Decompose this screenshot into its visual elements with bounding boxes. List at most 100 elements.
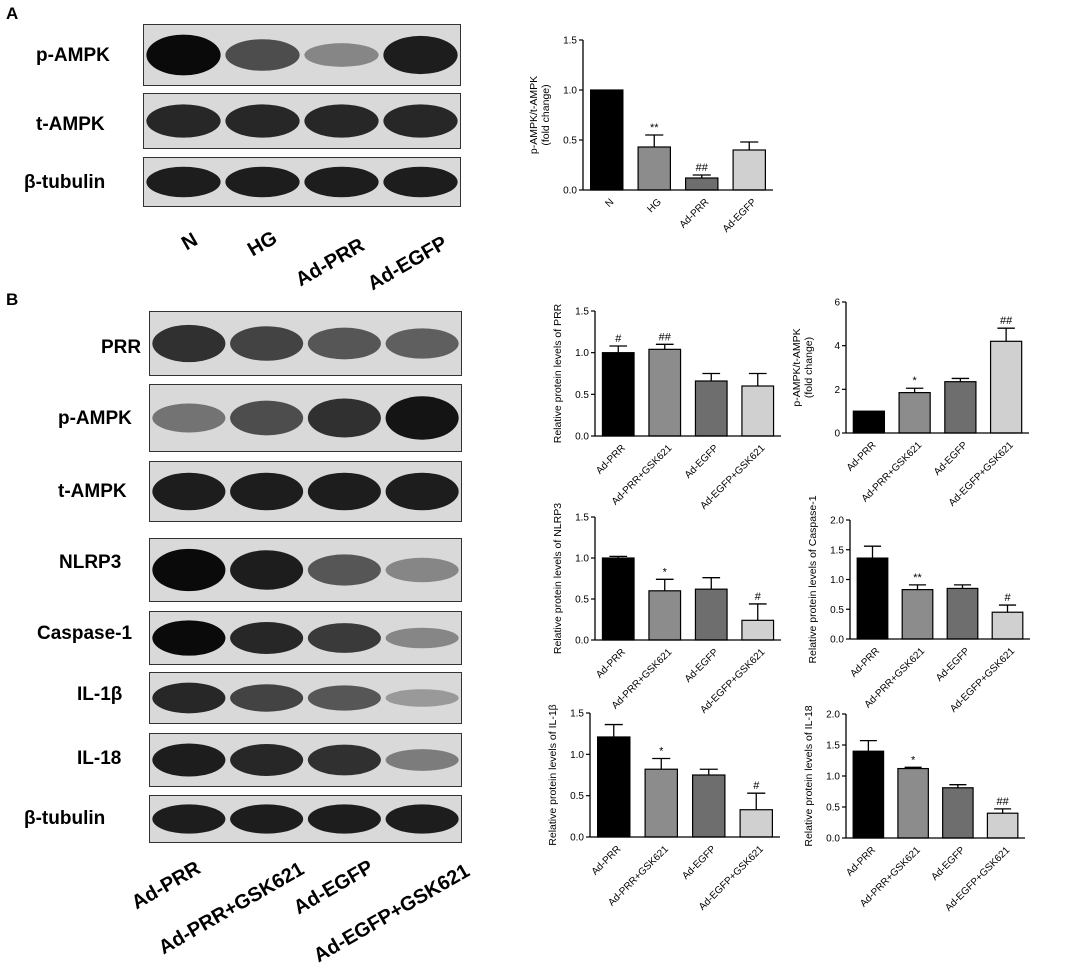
- y-axis-label: Relative protein levels of IL-18: [803, 705, 815, 846]
- blot-row-label: Caspase-1: [37, 623, 133, 644]
- bar: [732, 149, 766, 191]
- significance-mark: ##: [997, 796, 1010, 808]
- blot-row-label: β-tubulin: [24, 808, 106, 829]
- blot-strip-b-1: [149, 384, 462, 452]
- y-tick-label: 1.0: [570, 750, 584, 761]
- significance-mark: **: [913, 572, 922, 584]
- blot-row-label: IL-1β: [77, 684, 123, 705]
- blot-band: [152, 548, 226, 592]
- significance-mark: *: [663, 566, 668, 578]
- blot-band: [152, 620, 226, 656]
- panel-letter-b: B: [6, 290, 19, 309]
- y-tick-label: 2: [834, 385, 840, 396]
- blot-band: [146, 104, 221, 138]
- blot-band: [230, 550, 304, 590]
- y-tick-label: 1.5: [575, 307, 589, 318]
- blot-band: [304, 104, 379, 138]
- blot-strip-b-0: [149, 311, 462, 376]
- significance-mark: #: [615, 333, 622, 345]
- blot-band: [152, 743, 226, 777]
- y-axis-label: Relative protein levels of NLRP3: [552, 503, 564, 654]
- y-tick-label: 0.5: [575, 390, 589, 401]
- bar: [986, 812, 1019, 839]
- blot-band: [304, 166, 379, 198]
- blot-band: [152, 403, 226, 433]
- blot-band: [385, 689, 459, 707]
- blot-band: [230, 472, 304, 511]
- x-tick-label: Ad-EGFP: [929, 845, 967, 883]
- significance-mark: ##: [696, 162, 709, 174]
- blot-band: [230, 744, 304, 776]
- y-tick-label: 1.5: [563, 36, 577, 47]
- significance-mark: #: [753, 780, 760, 792]
- y-tick-label: 0.5: [575, 595, 589, 606]
- blot-band: [385, 804, 459, 834]
- bar: [648, 590, 682, 641]
- blot-band: [230, 684, 304, 712]
- y-tick-label: 0: [834, 429, 840, 440]
- blot-band: [225, 166, 300, 198]
- y-tick-label: 1.0: [826, 772, 840, 783]
- blot-band: [385, 328, 459, 359]
- blot-band: [385, 557, 459, 583]
- blot-strip-b-3: [149, 538, 462, 602]
- y-axis-label: p-AMPK/t-AMPK: [791, 328, 803, 406]
- blot-strip-a-0: [143, 24, 461, 86]
- bar: [694, 588, 728, 641]
- blot-row-label: β-tubulin: [24, 172, 106, 193]
- blot-row-label: t-AMPK: [36, 114, 105, 135]
- y-axis-label: (fold change): [803, 337, 815, 398]
- y-tick-label: 0.5: [830, 605, 844, 616]
- panel-letter-a: A: [6, 4, 19, 23]
- y-tick-label: 0.0: [575, 636, 589, 647]
- blot-strip-b-5: [149, 672, 462, 724]
- y-tick-label: 2.0: [830, 516, 844, 527]
- blot-band: [385, 472, 459, 511]
- blot-strip-a-2: [143, 157, 461, 207]
- blot-band: [307, 554, 381, 586]
- y-tick-label: 1.0: [575, 554, 589, 565]
- y-tick-label: 4: [834, 341, 840, 352]
- blot-band: [152, 682, 226, 714]
- blot-band: [225, 39, 300, 71]
- blot-row-label: IL-18: [77, 748, 122, 769]
- y-tick-label: 1.0: [575, 348, 589, 359]
- significance-mark: *: [912, 375, 917, 387]
- y-tick-label: 6: [834, 298, 840, 309]
- blot-row-label: t-AMPK: [58, 481, 127, 502]
- blot-strip-a-1: [143, 93, 461, 149]
- y-tick-label: 0.5: [826, 803, 840, 814]
- blot-band: [385, 627, 459, 649]
- significance-mark: *: [911, 754, 916, 766]
- y-tick-label: 1.5: [570, 709, 584, 720]
- blot-band: [230, 326, 304, 361]
- x-tick-label: Ad-PRR: [844, 845, 878, 879]
- y-tick-label: 0.0: [575, 432, 589, 443]
- blot-strip-b-2: [149, 461, 462, 522]
- y-tick-label: 0.5: [570, 791, 584, 802]
- blot-band: [307, 623, 381, 653]
- blot-band: [383, 35, 458, 75]
- y-tick-label: 2.0: [826, 710, 840, 721]
- blot-strip-b-7: [149, 795, 462, 843]
- blot-band: [152, 324, 226, 363]
- blot-row-label: NLRP3: [59, 552, 122, 573]
- blot-band: [385, 396, 459, 440]
- bar: [897, 767, 929, 839]
- blot-band: [307, 744, 381, 776]
- blot-band: [307, 327, 381, 360]
- significance-mark: #: [1004, 592, 1011, 604]
- bar: [601, 557, 635, 641]
- y-tick-label: 1.0: [830, 575, 844, 586]
- y-tick-label: 0.0: [826, 834, 840, 845]
- y-axis-label: Relative protein levels of PRR: [552, 303, 564, 443]
- y-tick-label: 1.5: [575, 513, 589, 524]
- significance-mark: ##: [1000, 315, 1013, 327]
- blot-band: [146, 166, 221, 198]
- blot-band: [385, 749, 459, 771]
